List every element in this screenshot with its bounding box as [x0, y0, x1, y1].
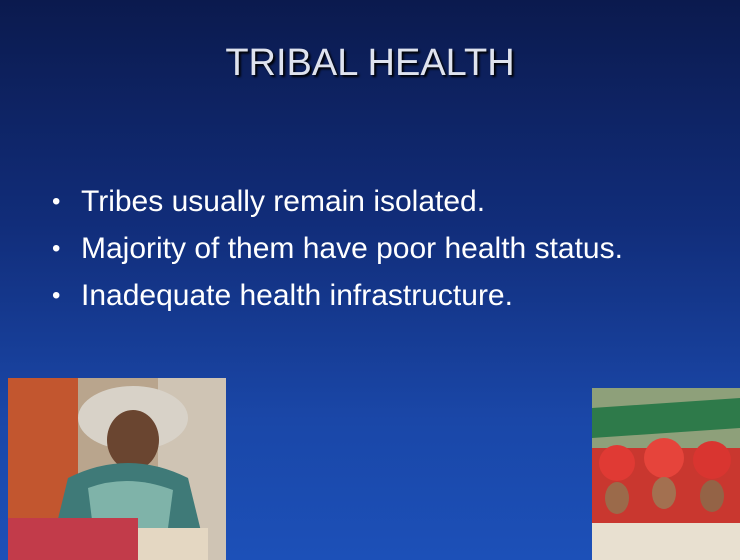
bullet: Inadequate health infrastructure.	[52, 272, 623, 319]
bullet-list: Tribes usually remain isolated. Majority…	[52, 178, 623, 319]
bullet: Tribes usually remain isolated.	[52, 178, 623, 225]
slide: TRIBAL HEALTH Tribes usually remain isol…	[0, 0, 740, 560]
photo-right	[592, 388, 740, 560]
bullet: Majority of them have poor health status…	[52, 225, 623, 272]
slide-title: TRIBAL HEALTH	[0, 42, 740, 85]
photo-left	[8, 378, 226, 560]
